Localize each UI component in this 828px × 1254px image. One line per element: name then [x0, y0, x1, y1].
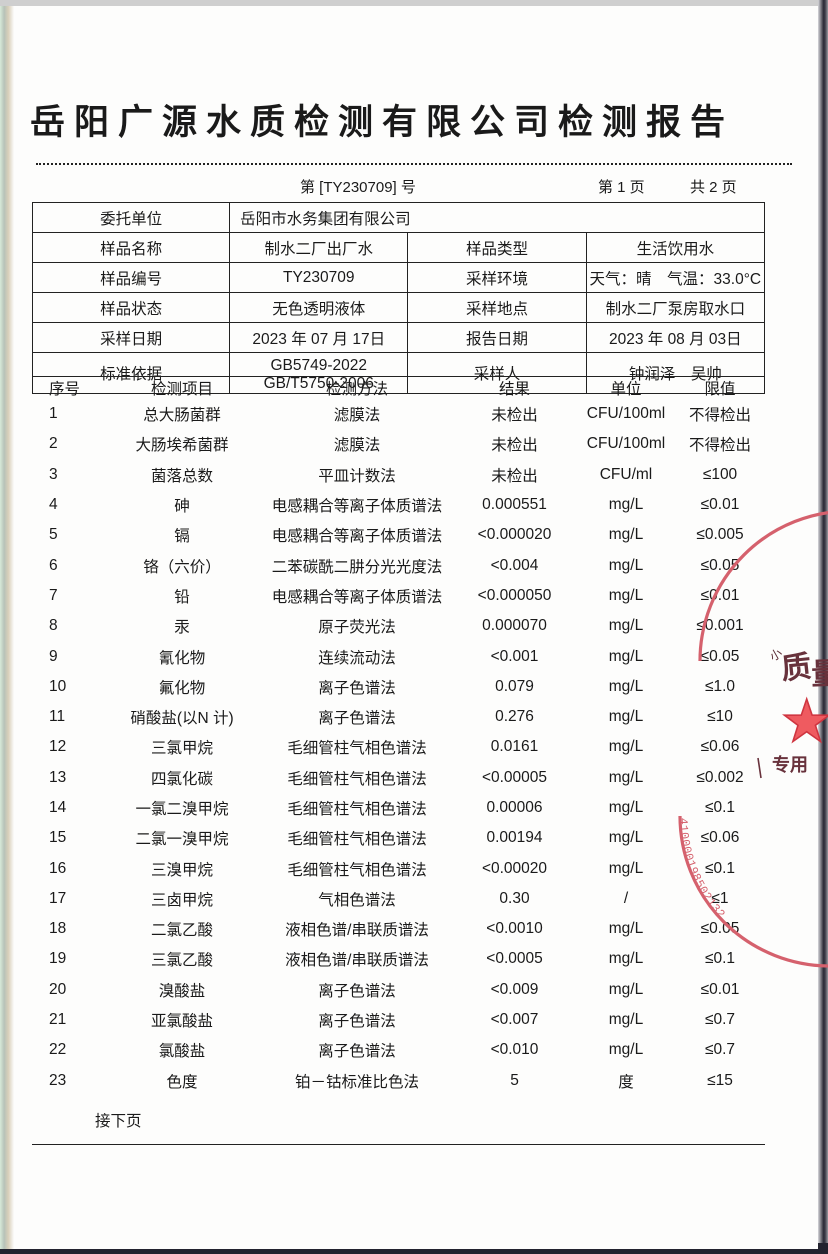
svg-text:质: 质	[780, 650, 813, 686]
svg-text:小: 小	[767, 646, 784, 664]
svg-text:专用: 专用	[772, 754, 808, 775]
